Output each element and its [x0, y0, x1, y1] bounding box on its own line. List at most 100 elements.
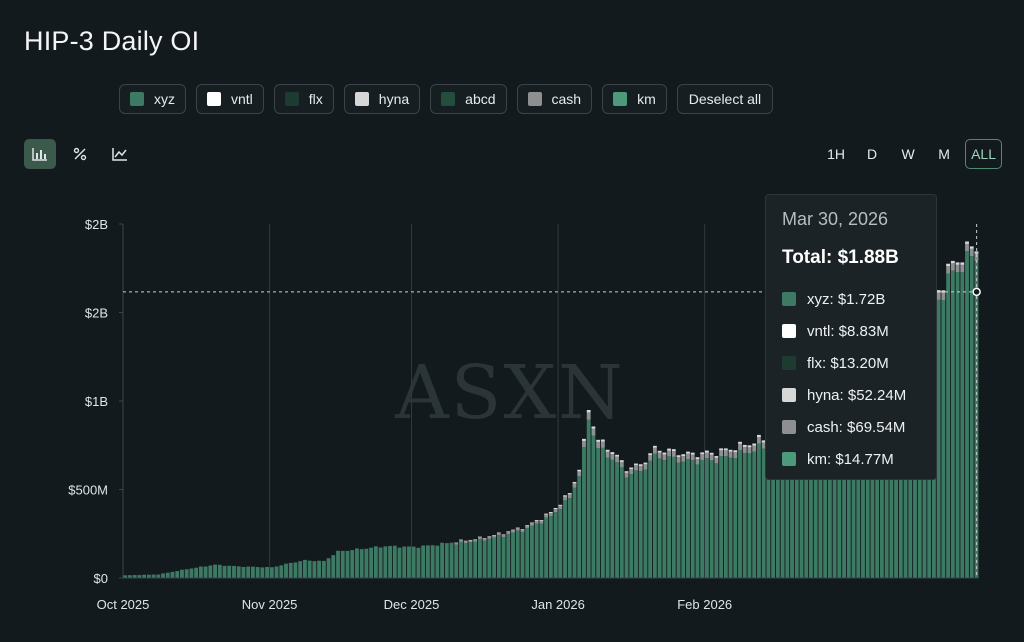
bar-segment-xyz [151, 574, 156, 578]
legend-label: cash [551, 91, 582, 107]
legend-chip-km[interactable]: km [602, 84, 667, 114]
bar-segment-cash [553, 509, 558, 513]
bar-segment-hyna [652, 445, 657, 448]
deselect-all-button[interactable]: Deselect all [676, 84, 774, 114]
daily-oi-bar [459, 539, 463, 578]
bar-segment-xyz [146, 574, 151, 578]
bar-segment-xyz [260, 567, 265, 578]
bar-segment-xyz [246, 566, 251, 578]
range-m[interactable]: M [938, 146, 950, 162]
daily-oi-bar [151, 574, 156, 578]
bar-segment-hyna [747, 445, 752, 448]
bar-segment-xyz [813, 426, 818, 578]
bar-segment-cash [738, 443, 742, 450]
tooltip-row-text: hyna: $52.24M [807, 386, 907, 404]
bar-segment-hyna [548, 511, 553, 513]
y-tick-label: $2B [85, 217, 108, 232]
daily-oi-bar [690, 452, 695, 578]
range-1h[interactable]: 1H [827, 146, 846, 162]
bar-segment-cash [700, 454, 705, 460]
bar-segment-cash [709, 454, 714, 461]
bar-segment-xyz [425, 545, 430, 578]
bar-segment-cash [728, 451, 733, 458]
range-all[interactable]: ALL [965, 139, 1002, 169]
bar-segment-xyz [284, 563, 288, 578]
bar-segment-xyz [733, 458, 738, 578]
range-d[interactable]: D [867, 146, 878, 162]
bar-chart-icon[interactable] [24, 139, 56, 169]
bar-segment-xyz [586, 419, 591, 578]
tooltip-row-text: vntl: $8.83M [807, 322, 889, 340]
bar-segment-xyz [501, 537, 506, 578]
daily-oi-bar [515, 527, 520, 578]
bar-segment-cash [473, 539, 478, 542]
daily-oi-bar [534, 520, 539, 578]
bar-segment-xyz [454, 544, 459, 578]
legend-chip-flx[interactable]: flx [273, 84, 334, 114]
bar-segment-hyna [662, 452, 667, 455]
bar-segment-hyna [534, 520, 539, 521]
line-chart-icon[interactable] [104, 139, 136, 169]
legend-chip-vntl[interactable]: vntl [196, 84, 264, 114]
daily-oi-bar [638, 464, 643, 578]
bar-segment-hyna [667, 448, 671, 451]
legend-chip-xyz[interactable]: xyz [119, 84, 186, 114]
bar-segment-xyz [591, 435, 596, 578]
daily-oi-bar [473, 539, 478, 578]
bar-segment-hyna [629, 467, 634, 470]
bar-segment-xyz [974, 261, 979, 578]
bar-segment-xyz [643, 469, 648, 578]
daily-oi-bar [582, 438, 586, 578]
bar-segment-hyna [681, 454, 686, 457]
legend-label: flx [308, 91, 323, 107]
daily-oi-bar [757, 434, 761, 578]
legend-chip-abcd[interactable]: abcd [430, 84, 507, 114]
daily-oi-bar [331, 555, 336, 578]
bar-segment-hyna [553, 508, 558, 510]
tooltip-row-text: km: $14.77M [807, 450, 894, 468]
bar-segment-cash [577, 471, 582, 477]
bar-segment-cash [690, 454, 695, 461]
daily-oi-bar [345, 550, 350, 578]
percent-icon[interactable] [64, 139, 96, 169]
legend-chip-hyna[interactable]: hyna [343, 84, 421, 114]
bar-segment-cash [752, 445, 757, 452]
bar-segment-xyz [714, 463, 719, 578]
daily-oi-bar [558, 504, 563, 578]
daily-oi-bar [955, 262, 960, 578]
bar-segment-cash [936, 292, 941, 300]
daily-oi-bar [326, 558, 331, 578]
bar-segment-hyna [544, 513, 549, 515]
bar-segment-xyz [269, 567, 274, 578]
bar-segment-xyz [345, 550, 350, 578]
bar-segment-hyna [965, 241, 969, 244]
bar-segment-xyz [307, 560, 312, 578]
bar-segment-xyz [388, 545, 392, 578]
daily-oi-bar [217, 564, 222, 578]
bar-segment-hyna [567, 493, 572, 495]
daily-oi-bar [222, 565, 227, 578]
daily-oi-bar [946, 263, 951, 578]
daily-oi-bar [496, 532, 501, 578]
bar-segment-xyz [473, 541, 478, 578]
bar-segment-xyz [530, 525, 534, 578]
daily-oi-bar [198, 566, 203, 578]
bar-segment-cash [591, 428, 596, 436]
daily-oi-bar [752, 443, 757, 578]
daily-oi-bar [227, 565, 232, 578]
bar-segment-hyna [482, 538, 487, 539]
daily-oi-bar [189, 568, 194, 578]
daily-oi-bar [203, 566, 208, 578]
x-tick-label: Dec 2025 [384, 597, 440, 612]
bar-segment-cash [610, 454, 615, 460]
daily-oi-bar [506, 531, 511, 578]
bar-segment-cash [960, 264, 965, 273]
daily-oi-bar [293, 562, 298, 578]
bar-segment-xyz [487, 538, 492, 578]
bar-segment-hyna [496, 532, 501, 534]
bar-segment-cash [719, 450, 724, 457]
daily-oi-bar [440, 542, 444, 578]
range-w[interactable]: W [901, 146, 915, 162]
daily-oi-bar [525, 525, 530, 578]
legend-chip-cash[interactable]: cash [516, 84, 593, 114]
